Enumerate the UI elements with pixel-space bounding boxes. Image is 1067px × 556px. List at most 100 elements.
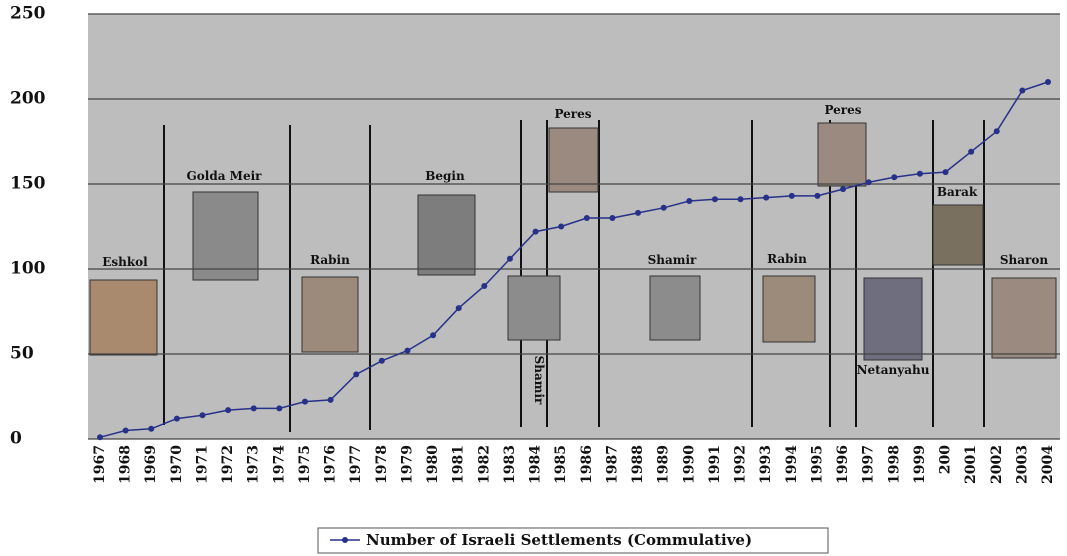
data-point [430, 332, 437, 339]
x-tick-label: 1979 [399, 445, 415, 484]
x-tick-label: 1973 [246, 445, 262, 484]
leader-name: Eshkol [102, 255, 148, 269]
y-tick-label: 200 [10, 89, 46, 109]
data-point [378, 357, 385, 364]
data-point [840, 186, 847, 193]
y-tick-label: 250 [10, 4, 46, 24]
leader-name: Shamir [532, 356, 546, 405]
leader-name: Rabin [310, 253, 350, 267]
leader-name: Shamir [648, 253, 697, 267]
x-tick-label: 1968 [118, 445, 134, 484]
x-tick-label: 1981 [451, 445, 467, 484]
leader-name: Rabin [767, 252, 807, 266]
data-point [660, 204, 667, 211]
x-tick-label: 1972 [220, 445, 236, 484]
x-tick-label: 1974 [271, 445, 287, 484]
data-point [916, 170, 923, 177]
data-point [1019, 87, 1026, 94]
data-point [173, 415, 180, 422]
x-tick-label: 1998 [886, 445, 902, 484]
y-tick-label: 50 [10, 344, 34, 364]
x-tick-label: 1976 [323, 445, 339, 484]
data-point [583, 215, 590, 221]
data-point [532, 228, 539, 235]
x-tick-label: 2004 [1040, 445, 1056, 484]
x-tick-label: 1977 [348, 445, 364, 484]
data-point [301, 398, 308, 405]
data-point [635, 209, 642, 216]
x-tick-label: 1967 [92, 445, 108, 484]
legend [317, 527, 829, 554]
legend-marker [342, 537, 348, 543]
x-tick-label: 1984 [528, 445, 544, 484]
x-tick-label: 1990 [681, 445, 697, 484]
data-point [814, 192, 821, 199]
data-point [225, 407, 232, 414]
data-point [558, 223, 565, 230]
leader-name: Sharon [1000, 253, 1048, 267]
x-tick-label: 2001 [963, 445, 979, 484]
x-tick-label: 1991 [707, 445, 723, 484]
x-tick-label: 2002 [989, 445, 1005, 484]
data-point [455, 305, 462, 312]
data-point [327, 396, 334, 403]
x-tick-label: 1994 [784, 445, 800, 484]
x-tick-label: 200 [938, 445, 954, 474]
data-point [506, 255, 513, 262]
data-point [763, 194, 770, 201]
x-tick-label: 1969 [143, 445, 159, 484]
leader-name: Golda Meir [187, 169, 263, 183]
data-point [891, 174, 898, 181]
leader-name: Peres [554, 107, 591, 121]
data-point [788, 192, 795, 199]
x-tick-label: 1992 [733, 445, 749, 484]
x-tick-label: 1995 [809, 445, 825, 484]
data-point [122, 427, 129, 434]
y-tick-label: 100 [10, 259, 46, 279]
series-line [99, 81, 1049, 439]
data-point [865, 179, 872, 186]
x-tick-label: 2003 [1014, 445, 1030, 484]
y-tick-label: 0 [10, 429, 22, 449]
data-point [1045, 79, 1051, 85]
x-tick-label: 1980 [425, 445, 441, 484]
leader-name: Peres [824, 103, 861, 117]
x-tick-label: 1975 [297, 445, 313, 484]
leader-name: Begin [425, 169, 465, 183]
data-point [993, 128, 1000, 135]
x-tick-label: 1997 [861, 445, 877, 484]
x-tick-label: 1971 [194, 445, 210, 484]
portraits [89, 122, 1057, 361]
data-point [97, 434, 103, 441]
x-tick-label: 1987 [604, 445, 620, 484]
x-tick-label: 1989 [656, 445, 672, 484]
x-tick-label: 1978 [374, 445, 390, 484]
data-point [276, 405, 283, 412]
y-tick-label: 150 [10, 174, 46, 194]
legend-label: Number of Israeli Settlements (Commulati… [366, 531, 752, 549]
data-point [737, 196, 744, 203]
data-point [968, 148, 975, 155]
x-tick-label: 1988 [630, 445, 646, 484]
leader-name: Barak [937, 185, 978, 199]
data-point [609, 215, 616, 221]
data-point [250, 405, 257, 412]
leader-name: Netanyahu [857, 363, 930, 377]
x-tick-label: 1986 [579, 445, 595, 484]
x-tick-label: 1970 [169, 445, 185, 484]
data-point [148, 425, 155, 432]
x-tick-label: 1993 [758, 445, 774, 484]
x-tick-label: 1999 [912, 445, 928, 484]
data-point [942, 169, 949, 176]
data-point [404, 347, 411, 354]
x-tick-label: 1996 [835, 445, 851, 484]
x-tick-label: 1985 [553, 445, 569, 484]
data-point [353, 371, 360, 378]
data-point [711, 196, 718, 203]
data-point [481, 283, 488, 289]
x-tick-label: 1982 [476, 445, 492, 484]
data-point [686, 198, 693, 204]
x-tick-label: 1983 [502, 445, 518, 484]
data-point [199, 412, 206, 419]
